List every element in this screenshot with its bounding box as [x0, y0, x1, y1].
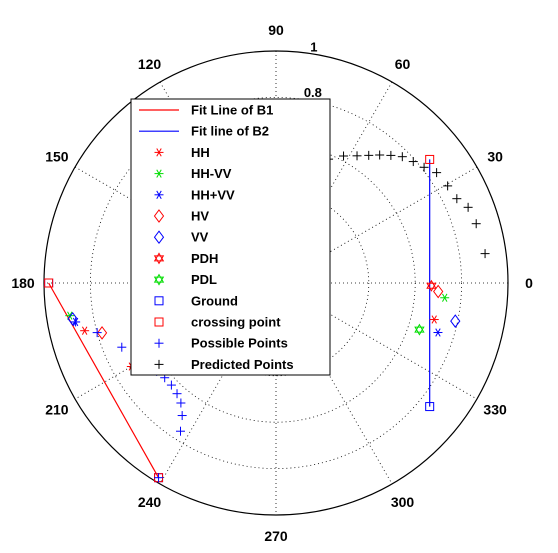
- legend-marker-sample: [153, 273, 165, 286]
- angle-tick-label: 150: [45, 149, 69, 165]
- radius-tick-label: 1: [310, 39, 317, 54]
- predicted-point: [480, 249, 490, 259]
- legend-label: Fit Line of B1: [191, 103, 273, 118]
- angle-tick-label: 330: [483, 402, 507, 418]
- predicted-point: [339, 151, 349, 161]
- series-hv: [96, 284, 444, 340]
- hh_plus_vv-point: [433, 328, 443, 337]
- crossing-point: [425, 154, 435, 164]
- ground-point: [425, 402, 435, 412]
- legend-label: VV: [191, 230, 209, 245]
- possible-point: [166, 380, 176, 390]
- angle-tick-label: 270: [264, 528, 288, 544]
- angle-tick-label: 120: [138, 56, 162, 72]
- angle-tick-label: 180: [11, 275, 35, 291]
- legend-label: Possible Points: [191, 336, 288, 351]
- legend-marker-sample: [154, 359, 164, 369]
- legend-label: Predicted Points: [191, 357, 294, 372]
- predicted-point: [443, 181, 453, 191]
- predicted-point: [452, 194, 462, 204]
- legend-label: HH: [191, 145, 210, 160]
- possible-point: [92, 328, 102, 338]
- angle-tick-label: 210: [45, 402, 69, 418]
- predicted-point: [463, 202, 473, 212]
- possible-point: [175, 426, 185, 436]
- pdl-point: [414, 323, 425, 336]
- radius-tick-label: 0.8: [304, 85, 322, 100]
- possible-point: [154, 473, 164, 483]
- legend-item-ground: Ground: [154, 293, 238, 308]
- angle-tick-label: 300: [391, 494, 415, 510]
- predicted-point: [471, 219, 481, 229]
- series-pdh: [426, 279, 437, 292]
- legend-item-hh_vv: HH-VV: [154, 166, 232, 181]
- possible-point: [176, 398, 186, 408]
- hv-point: [433, 284, 444, 299]
- legend: Fit Line of B1 Fit line of B2 HH HH-VV HH+VV…: [130, 98, 331, 376]
- legend-item-pdl: PDL: [153, 272, 217, 287]
- angle-tick-label: 240: [138, 494, 162, 510]
- legend-label: HH-VV: [191, 166, 232, 181]
- predicted-point: [419, 162, 429, 172]
- legend-item-hv: HV: [153, 209, 209, 224]
- crossing-point: [44, 278, 54, 288]
- angle-tick-labels: 0 30 60 90 120 150 180 210 240 270 300 330: [11, 22, 533, 544]
- angle-tick-label: 60: [395, 56, 411, 72]
- angle-tick-label: 90: [268, 22, 284, 38]
- predicted-point: [364, 150, 374, 160]
- legend-item-hh_plus_vv: HH+VV: [154, 187, 235, 202]
- legend-item-pdh: PDH: [153, 251, 218, 266]
- legend-marker-sample: [154, 190, 164, 199]
- series-pdl: [414, 323, 425, 336]
- hv-point: [96, 326, 108, 340]
- possible-point: [71, 317, 81, 327]
- legend-item-crossing: crossing point: [154, 315, 281, 330]
- predicted-point: [386, 150, 396, 160]
- legend-item-fit_b1: Fit Line of B1: [139, 103, 273, 118]
- vv-point: [450, 314, 461, 328]
- legend-label: PDH: [191, 251, 218, 266]
- grid-circle: [89, 96, 463, 470]
- legend-box: [130, 98, 331, 376]
- pdh-point: [426, 279, 437, 292]
- predicted-point: [397, 152, 407, 162]
- angle-tick-label: 0: [525, 275, 533, 291]
- hh-point: [429, 315, 439, 324]
- hh_vv-point: [440, 293, 450, 302]
- possible-point: [172, 389, 182, 399]
- predicted-point: [408, 157, 418, 167]
- predicted-point: [432, 168, 442, 178]
- legend-label: Fit line of B2: [191, 124, 269, 139]
- legend-item-hh: HH: [154, 145, 210, 160]
- legend-marker-sample: [153, 209, 165, 223]
- legend-label: crossing point: [191, 315, 281, 330]
- possible-point: [177, 411, 187, 421]
- legend-marker-sample: [153, 252, 165, 265]
- legend-label: Ground: [191, 293, 238, 308]
- series-vv: [67, 312, 461, 328]
- legend-item-vv: VV: [153, 230, 209, 245]
- possible-point: [117, 342, 127, 352]
- series-hh_vv: [65, 293, 450, 320]
- legend-label: PDL: [191, 272, 217, 287]
- legend-label: HH+VV: [191, 187, 235, 202]
- legend-marker-sample: [154, 169, 164, 178]
- legend-item-predicted: Predicted Points: [154, 357, 294, 372]
- predicted-point: [352, 151, 362, 161]
- legend-item-fit_b2: Fit line of B2: [139, 124, 269, 139]
- legend-marker-sample: [154, 148, 164, 157]
- legend-marker-sample: [154, 338, 164, 348]
- vv-point: [67, 312, 78, 326]
- hh-point: [80, 326, 90, 335]
- legend-item-possible: Possible Points: [154, 336, 288, 351]
- legend-marker-sample: [154, 296, 164, 306]
- legend-label: HV: [191, 209, 209, 224]
- outer-circle: [43, 50, 509, 516]
- predicted-point: [375, 150, 385, 160]
- legend-marker-sample: [153, 230, 165, 245]
- legend-marker-sample: [154, 317, 164, 327]
- angle-tick-label: 30: [487, 149, 503, 165]
